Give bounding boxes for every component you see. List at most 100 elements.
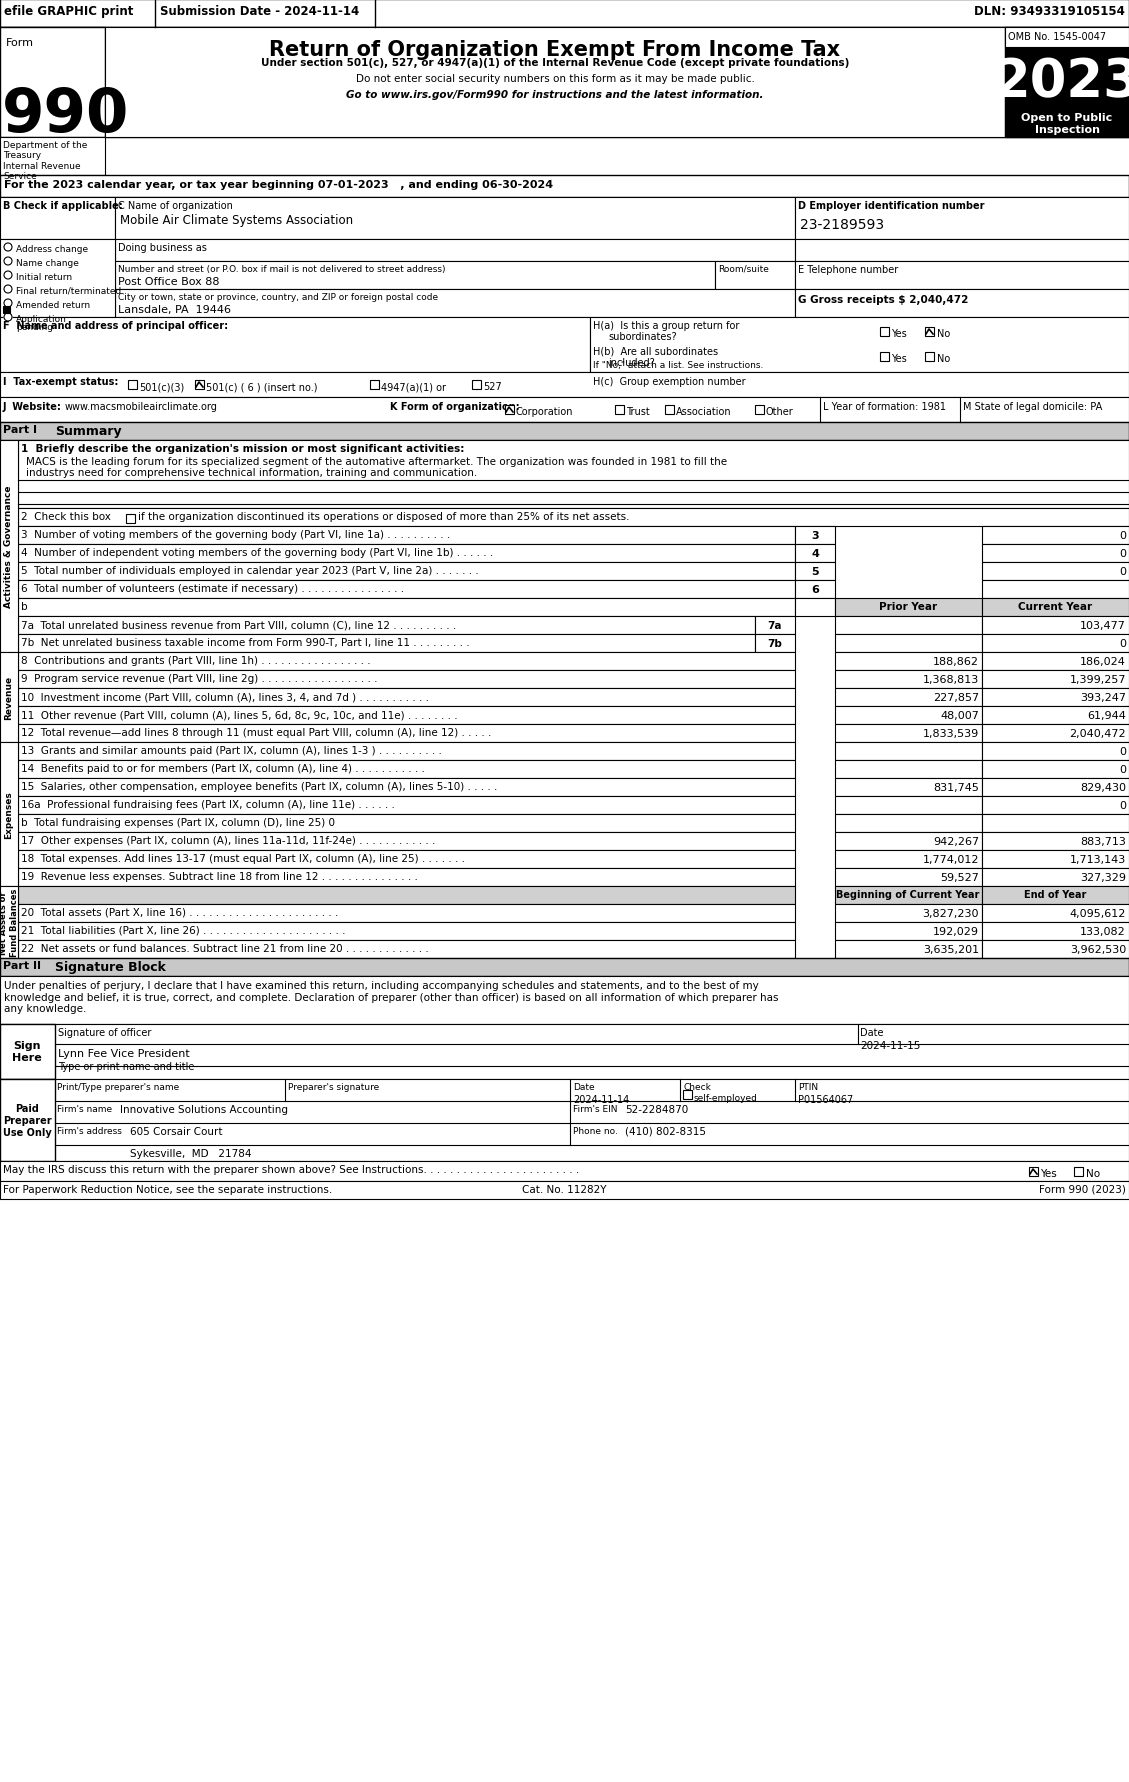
Text: I  Tax-exempt status:: I Tax-exempt status:	[3, 376, 119, 387]
Bar	[982, 563, 1129, 581]
Text: H(c)  Group exemption number: H(c) Group exemption number	[593, 376, 745, 387]
Bar	[18, 545, 795, 563]
Bar	[1005, 110, 1129, 137]
Text: Preparer's signature: Preparer's signature	[288, 1082, 379, 1091]
Text: 21  Total liabilities (Part X, line 26) . . . . . . . . . . . . . . . . . . . . : 21 Total liabilities (Part X, line 26) .…	[21, 925, 345, 936]
Bar	[835, 941, 982, 959]
Bar	[18, 617, 755, 634]
Bar	[115, 241, 795, 262]
Text: Final return/terminated: Final return/terminated	[16, 287, 121, 296]
Bar	[795, 563, 835, 581]
Text: 3,827,230: 3,827,230	[922, 909, 979, 918]
Text: Form: Form	[6, 37, 34, 48]
Circle shape	[5, 244, 12, 251]
Text: 227,857: 227,857	[933, 693, 979, 702]
Text: Sykesville,  MD   21784: Sykesville, MD 21784	[130, 1148, 252, 1158]
Text: If "No," attach a list. See instructions.: If "No," attach a list. See instructions…	[593, 360, 763, 371]
Bar	[835, 617, 982, 634]
Bar	[195, 381, 204, 390]
Bar	[982, 599, 1129, 617]
Bar	[835, 670, 982, 688]
Bar	[982, 688, 1129, 707]
Text: Under penalties of perjury, I declare that I have examined this return, includin: Under penalties of perjury, I declare th…	[5, 980, 779, 1014]
Text: subordinates?: subordinates?	[609, 331, 676, 342]
Bar	[982, 797, 1129, 814]
Text: 7b  Net unrelated business taxable income from Form 990-T, Part I, line 11 . . .: 7b Net unrelated business taxable income…	[21, 638, 470, 647]
Text: 22  Net assets or fund balances. Subtract line 21 from line 20 . . . . . . . . .: 22 Net assets or fund balances. Subtract…	[21, 943, 429, 953]
Bar	[755, 406, 764, 415]
Bar	[18, 440, 1129, 508]
Circle shape	[5, 258, 12, 266]
Text: F  Name and address of principal officer:: F Name and address of principal officer:	[3, 321, 228, 331]
Bar	[835, 652, 982, 670]
Text: self-employed: self-employed	[694, 1094, 758, 1103]
Text: Lansdale, PA  19446: Lansdale, PA 19446	[119, 305, 231, 315]
Bar	[18, 707, 795, 725]
Text: Check: Check	[683, 1082, 711, 1091]
Text: 17  Other expenses (Part IX, column (A), lines 11a-11d, 11f-24e) . . . . . . . .: 17 Other expenses (Part IX, column (A), …	[21, 836, 436, 845]
Bar	[18, 563, 795, 581]
Bar	[982, 652, 1129, 670]
Text: Association: Association	[676, 406, 732, 417]
Text: 829,430: 829,430	[1080, 782, 1126, 793]
Bar	[18, 905, 795, 923]
Bar	[879, 353, 889, 362]
Bar	[835, 599, 982, 617]
Text: City or town, state or province, country, and ZIP or foreign postal code: City or town, state or province, country…	[119, 292, 438, 301]
Text: Print/Type preparer's name: Print/Type preparer's name	[56, 1082, 180, 1091]
Text: 990: 990	[2, 86, 130, 144]
Text: 14  Benefits paid to or for members (Part IX, column (A), line 4) . . . . . . . : 14 Benefits paid to or for members (Part…	[21, 763, 425, 773]
Bar	[3, 307, 10, 314]
Text: 527: 527	[483, 381, 501, 392]
Bar	[835, 688, 982, 707]
Bar	[835, 923, 982, 941]
Text: L Year of formation: 1981: L Year of formation: 1981	[823, 401, 946, 412]
Bar	[982, 670, 1129, 688]
Bar	[982, 850, 1129, 868]
Text: Part I: Part I	[3, 424, 37, 435]
Bar	[982, 725, 1129, 743]
Text: Firm's address: Firm's address	[56, 1126, 122, 1135]
Text: Trust: Trust	[625, 406, 650, 417]
Bar	[615, 406, 624, 415]
Text: Post Office Box 88: Post Office Box 88	[119, 276, 219, 287]
Bar	[18, 634, 755, 652]
Bar	[982, 832, 1129, 850]
Bar	[982, 941, 1129, 959]
Bar	[0, 1025, 1129, 1080]
Text: 188,862: 188,862	[933, 656, 979, 666]
Text: Yes: Yes	[1040, 1169, 1057, 1178]
Text: 12  Total revenue—add lines 8 through 11 (must equal Part VIII, column (A), line: 12 Total revenue—add lines 8 through 11 …	[21, 727, 491, 738]
Text: www.macsmobileairclimate.org: www.macsmobileairclimate.org	[65, 401, 218, 412]
Bar	[370, 381, 379, 390]
Bar	[115, 198, 795, 241]
Bar	[0, 1080, 1129, 1162]
Text: 3,635,201: 3,635,201	[922, 944, 979, 955]
Text: May the IRS discuss this return with the preparer shown above? See Instructions.: May the IRS discuss this return with the…	[3, 1164, 579, 1174]
Text: M State of legal domicile: PA: M State of legal domicile: PA	[963, 401, 1102, 412]
Text: 883,713: 883,713	[1080, 836, 1126, 846]
Text: Innovative Solutions Accounting: Innovative Solutions Accounting	[120, 1105, 288, 1114]
Bar	[1005, 29, 1129, 137]
Bar	[0, 198, 115, 241]
Text: No: No	[1086, 1169, 1100, 1178]
Text: 327,329: 327,329	[1080, 873, 1126, 882]
Text: 20  Total assets (Part X, line 16) . . . . . . . . . . . . . . . . . . . . . . .: 20 Total assets (Part X, line 16) . . . …	[21, 907, 339, 918]
Circle shape	[5, 273, 12, 280]
Text: Amended return: Amended return	[16, 301, 90, 310]
Text: Part II: Part II	[3, 960, 41, 971]
Text: Room/suite: Room/suite	[718, 266, 769, 274]
Text: Under section 501(c), 527, or 4947(a)(1) of the Internal Revenue Code (except pr: Under section 501(c), 527, or 4947(a)(1)…	[261, 59, 849, 68]
Bar	[105, 29, 1005, 137]
Bar	[982, 707, 1129, 725]
Bar	[18, 832, 795, 850]
Text: Phone no.: Phone no.	[574, 1126, 618, 1135]
Text: 13  Grants and similar amounts paid (Part IX, column (A), lines 1-3 ) . . . . . : 13 Grants and similar amounts paid (Part…	[21, 745, 441, 756]
Text: 0: 0	[1119, 764, 1126, 775]
Text: 1,774,012: 1,774,012	[922, 855, 979, 864]
Bar	[982, 814, 1129, 832]
Text: 16a  Professional fundraising fees (Part IX, column (A), line 11e) . . . . . .: 16a Professional fundraising fees (Part …	[21, 800, 395, 809]
Bar	[0, 1162, 1129, 1181]
Text: Activities & Governance: Activities & Governance	[5, 485, 14, 608]
Text: Signature of officer: Signature of officer	[58, 1028, 151, 1037]
